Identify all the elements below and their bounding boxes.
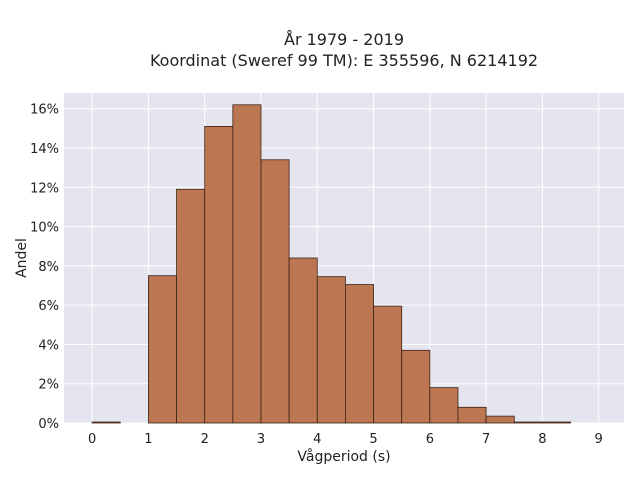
x-tick-label: 0: [88, 432, 96, 447]
y-tick-label: 10%: [30, 221, 59, 236]
histogram-bar: [148, 275, 177, 424]
histogram-bar: [401, 349, 431, 424]
x-tick-label: 2: [201, 432, 209, 447]
x-tick-label: 4: [313, 432, 321, 447]
histogram-bar: [485, 415, 515, 424]
x-axis-ticks: 0 1 2 3 4 5 6 7 8 9: [88, 432, 603, 447]
y-tick-label: 16%: [30, 103, 59, 118]
chart-title-line2: Koordinat (Sweref 99 TM): E 355596, N 62…: [150, 51, 538, 70]
histogram-bar: [429, 387, 459, 424]
y-tick-label: 12%: [30, 181, 59, 196]
x-tick-label: 7: [482, 432, 490, 447]
histogram-bar: [373, 305, 403, 424]
y-tick-label: 2%: [38, 378, 59, 393]
x-tick-label: 3: [257, 432, 265, 447]
x-tick-label: 9: [595, 432, 603, 447]
y-axis-ticks: 0% 2% 4% 6% 8% 10% 12% 14% 16%: [30, 103, 59, 432]
x-tick-label: 6: [426, 432, 434, 447]
histogram-bar: [513, 421, 543, 424]
histogram-bar: [260, 159, 290, 424]
histogram-bar: [541, 421, 571, 424]
bars: [91, 104, 571, 424]
y-tick-label: 14%: [30, 142, 59, 157]
chart-title-line1: År 1979 - 2019: [284, 30, 404, 49]
histogram-bar: [232, 104, 262, 424]
histogram-bar: [316, 276, 346, 424]
histogram-bar: [345, 284, 374, 424]
x-tick-label: 1: [144, 432, 152, 447]
y-tick-label: 4%: [38, 338, 59, 353]
y-tick-label: 8%: [38, 260, 59, 275]
x-tick-label: 8: [538, 432, 546, 447]
histogram-bar: [457, 406, 487, 424]
histogram-bar: [91, 421, 121, 424]
histogram-bar: [176, 188, 206, 424]
histogram-bar: [204, 125, 234, 424]
y-tick-label: 0%: [38, 417, 59, 432]
x-axis-title: Vågperiod (s): [297, 448, 390, 465]
histogram-bar: [288, 257, 318, 424]
y-axis-title: Andel: [14, 238, 30, 278]
x-tick-label: 5: [369, 432, 377, 447]
y-tick-label: 6%: [38, 299, 59, 314]
